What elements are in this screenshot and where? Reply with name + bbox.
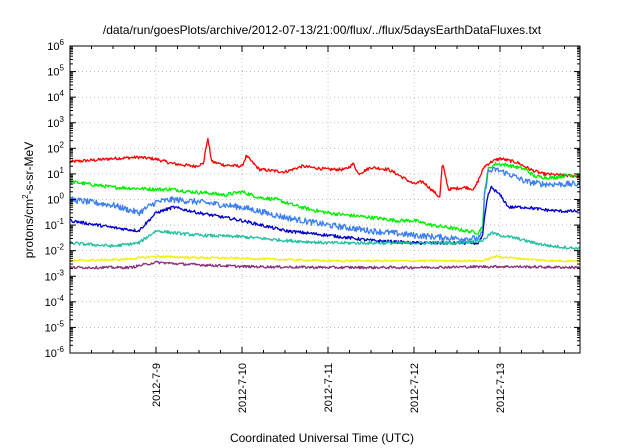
x-tick-label: 2012-7-9 <box>151 363 163 407</box>
x-tick-label: 2012-7-10 <box>237 363 249 413</box>
x-tick-label: 2012-7-11 <box>323 363 335 412</box>
series-line-5 <box>69 229 581 251</box>
x-tick-label: 2012-7-12 <box>409 363 421 413</box>
y-tick-label: 105 <box>47 64 64 79</box>
y-tick-label: 10-1 <box>45 217 65 232</box>
y-tick-label: 102 <box>47 140 64 155</box>
y-axis-label: protons/cm2-s-sr-MeV <box>21 142 36 258</box>
series-line-3 <box>69 166 581 243</box>
series-line-4 <box>69 185 581 246</box>
x-axis-label: Coordinated Universal Time (UTC) <box>230 431 414 445</box>
y-axis-label-post: -s-sr-MeV <box>22 142 36 195</box>
y-tick-label: 10-2 <box>45 243 65 258</box>
y-tick-label: 100 <box>47 192 64 207</box>
y-tick-label: 10-3 <box>45 268 65 283</box>
y-axis-label-sup: 2 <box>21 194 30 199</box>
y-axis-label-pre: protons/cm <box>22 199 36 258</box>
axis-ticks: 10-6 10-5 10-4 10-3 10-2 10-1 100 101 102 103 104 1… <box>45 38 580 413</box>
x-tick-label: 2012-7-13 <box>495 363 507 413</box>
series-line-7 <box>69 260 581 270</box>
series-lines <box>69 137 581 270</box>
y-tick-label: 10-4 <box>45 294 65 309</box>
y-tick-label: 10-6 <box>45 345 65 360</box>
y-tick-label: 103 <box>47 115 64 130</box>
series-line-1 <box>69 137 581 198</box>
y-tick-label: 10-5 <box>45 319 65 334</box>
y-tick-label: 106 <box>47 38 64 53</box>
series-line-2 <box>69 161 581 235</box>
y-tick-label: 101 <box>47 166 64 181</box>
chart-title: /data/run/goesPlots/archive/2012-07-13/2… <box>103 23 542 37</box>
y-tick-label: 104 <box>47 89 64 104</box>
grid-lines <box>70 46 580 353</box>
series-line-6 <box>69 254 581 263</box>
